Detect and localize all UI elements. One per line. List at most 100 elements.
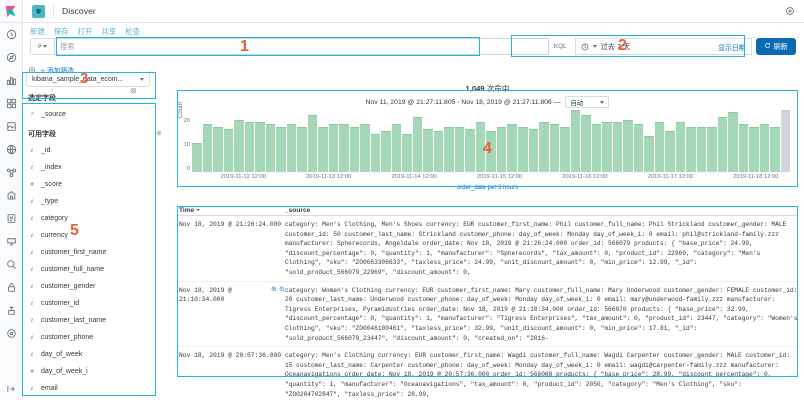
histogram-bar[interactable] [507, 124, 517, 172]
field-row[interactable]: # day_of_week_i [26, 363, 168, 380]
field-row[interactable]: t _type [26, 193, 168, 210]
histogram-bar[interactable] [381, 131, 391, 172]
menu-item-open[interactable]: 打开 [77, 27, 93, 36]
histogram-bar[interactable] [475, 121, 486, 172]
table-row[interactable]: Nov 18, 2019 @ 21:10:34.000 category: Wo… [177, 282, 798, 348]
histogram-bar[interactable] [517, 126, 528, 172]
histogram-bar[interactable] [213, 126, 223, 172]
menu-item-share[interactable]: 共享 [101, 27, 117, 36]
nav-item-maps[interactable] [0, 138, 23, 161]
field-row[interactable]: t _index [26, 159, 168, 176]
menu-item-inspect[interactable]: 检查 [125, 27, 140, 36]
histogram-bar[interactable] [276, 126, 286, 172]
nav-item-siem[interactable] [0, 276, 23, 299]
histogram-bar[interactable] [444, 126, 454, 172]
histogram-bar[interactable] [360, 124, 370, 172]
histogram-bar[interactable] [307, 114, 318, 172]
field-row[interactable]: t customer_last_name [26, 312, 168, 329]
histogram-bar[interactable] [402, 133, 412, 172]
nav-item-visualize[interactable] [0, 69, 23, 92]
histogram-bar[interactable] [454, 126, 465, 172]
histogram-bar[interactable] [412, 117, 423, 172]
histogram-bar[interactable] [780, 110, 791, 172]
menu-item-new[interactable]: 新建 [30, 27, 45, 36]
histogram-bar[interactable] [665, 131, 675, 172]
nav-item-infrastructure[interactable] [0, 184, 23, 207]
histogram-bar[interactable] [654, 121, 665, 172]
zoom-out-icon[interactable] [279, 286, 285, 295]
sort-caret-icon[interactable] [196, 209, 201, 212]
nav-item-logs[interactable] [0, 207, 23, 230]
histogram-bar[interactable] [349, 126, 360, 172]
histogram-bar[interactable] [339, 124, 349, 172]
field-row[interactable]: # _score [26, 176, 168, 193]
kibana-logo[interactable] [0, 0, 23, 23]
field-row[interactable]: t customer_phone [26, 329, 168, 346]
histogram-bar[interactable] [770, 126, 780, 172]
histogram-bar[interactable] [686, 126, 696, 172]
index-settings-icon[interactable] [130, 81, 137, 99]
histogram-bar[interactable] [696, 126, 707, 172]
show-dates-button[interactable]: 显示日期 [718, 44, 746, 52]
histogram-bar[interactable] [633, 124, 644, 172]
chart-interval-select[interactable]: 自动 [565, 96, 610, 108]
histogram-bar[interactable] [255, 121, 265, 172]
histogram-bar[interactable] [738, 124, 749, 172]
nav-item-discover[interactable] [0, 46, 23, 69]
histogram-bar[interactable] [717, 117, 728, 172]
query-language-toggle[interactable]: # [30, 38, 54, 55]
histogram-bar[interactable] [486, 131, 496, 172]
histogram-bar[interactable] [528, 129, 539, 172]
time-picker[interactable]: 过去 7 天 显示日期 [574, 38, 752, 55]
add-filter-button[interactable]: + 添加筛选 [41, 65, 74, 75]
field-row-source[interactable]: ? _source [26, 106, 168, 123]
histogram-bar[interactable] [223, 129, 234, 172]
header-settings-button[interactable] [785, 6, 795, 16]
field-row[interactable]: t _id [26, 142, 168, 159]
nav-item-recently-viewed[interactable] [0, 23, 23, 46]
field-row[interactable]: t customer_full_name [26, 261, 168, 278]
histogram-bar[interactable] [539, 121, 549, 172]
nav-item-apm[interactable] [0, 230, 23, 253]
histogram-bar[interactable] [286, 124, 297, 172]
nav-item-uptime[interactable] [0, 253, 23, 276]
histogram-bar[interactable] [675, 121, 686, 172]
histogram-bar[interactable] [759, 124, 770, 172]
histogram-bar[interactable] [423, 129, 433, 172]
nav-item-management[interactable] [0, 322, 23, 345]
refresh-button[interactable]: 刷新 [755, 38, 796, 55]
histogram-bar[interactable] [433, 131, 444, 172]
nav-item-dev-tools[interactable] [0, 299, 23, 322]
histogram-bar[interactable] [707, 126, 717, 172]
zoom-in-icon[interactable] [271, 286, 277, 295]
nav-item-canvas[interactable] [0, 115, 23, 138]
histogram-bar[interactable] [549, 124, 560, 172]
nav-item-machine-learning[interactable] [0, 161, 23, 184]
histogram-bar[interactable] [318, 126, 328, 172]
histogram-bar[interactable] [465, 129, 475, 172]
histogram-bar[interactable] [192, 143, 202, 172]
histogram-bar[interactable] [244, 121, 255, 172]
histogram-bar[interactable] [202, 124, 213, 172]
histogram-bar[interactable] [612, 121, 623, 172]
histogram-bar[interactable] [496, 126, 507, 172]
histogram-bar[interactable] [297, 126, 307, 172]
histogram-bar[interactable] [328, 124, 339, 172]
histogram-bar[interactable] [370, 133, 381, 172]
histogram-bar[interactable] [391, 124, 402, 172]
histogram-bar[interactable] [602, 121, 612, 172]
table-row[interactable]: Nov 18, 2019 @ 21:26:24.000 category: Me… [177, 216, 798, 282]
field-row[interactable]: t category [26, 210, 168, 227]
histogram-bar[interactable] [234, 119, 244, 172]
field-row[interactable]: t customer_id [26, 295, 168, 312]
histogram-bar[interactable] [570, 110, 581, 172]
histogram-bar[interactable] [623, 119, 633, 172]
field-settings-icon[interactable] [156, 130, 162, 138]
field-row[interactable]: t email [26, 380, 168, 397]
menu-item-save[interactable]: 保存 [53, 27, 69, 36]
table-row[interactable]: Nov 18, 2019 @ 20:57:36.000 category: Me… [177, 347, 798, 400]
nav-item-dashboard[interactable] [0, 92, 23, 115]
histogram-bar[interactable] [581, 114, 591, 172]
nav-collapse-button[interactable] [0, 378, 23, 400]
histogram-bar[interactable] [644, 136, 654, 172]
